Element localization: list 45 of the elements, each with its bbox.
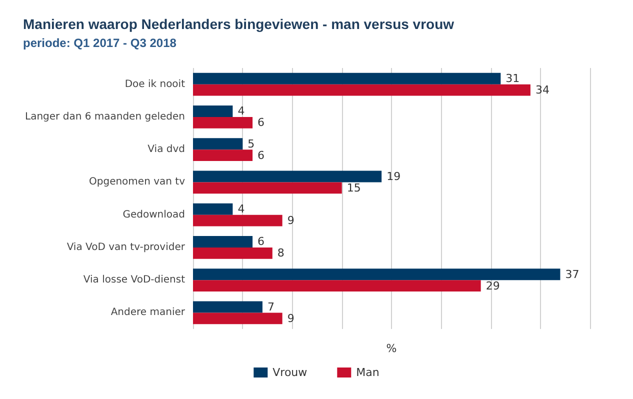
y-tick-label: Opgenomen van tv (89, 176, 186, 188)
bar (193, 84, 530, 96)
data-label: 6 (258, 116, 265, 130)
bar (193, 214, 282, 226)
y-tick-label: Via losse VoD-dienst (83, 274, 186, 286)
y-tick-label: Doe ik nooit (124, 78, 186, 90)
legend-label: Vrouw (272, 366, 308, 379)
data-label: 7 (267, 300, 274, 314)
legend-label: Man (356, 366, 380, 379)
bar (193, 106, 233, 117)
data-label: 6 (258, 235, 265, 248)
bar (193, 268, 560, 280)
y-tick-label: Via dvd (148, 144, 185, 156)
bar (193, 116, 253, 128)
y-tick-label: Langer dan 6 maanden geleden (25, 111, 185, 122)
bar (193, 312, 282, 324)
bar (193, 280, 481, 292)
y-tick-label: Via VoD van tv-provider (66, 242, 186, 253)
data-label: 19 (386, 170, 401, 183)
data-label: 34 (535, 84, 550, 97)
data-label: 5 (248, 137, 255, 150)
bar (193, 150, 253, 161)
data-label: 4 (238, 104, 245, 118)
bar (193, 72, 501, 84)
data-label: 37 (565, 268, 580, 281)
chart-title: Manieren waarop Nederlanders bingeviewen - man versus vrouw (23, 16, 454, 32)
bar (193, 203, 233, 215)
bar (193, 182, 342, 194)
data-label: 8 (277, 246, 284, 260)
bar (193, 236, 253, 248)
data-label: 31 (506, 72, 520, 86)
data-label: 9 (287, 312, 294, 325)
data-label: 6 (258, 148, 265, 162)
data-label: 29 (486, 279, 500, 292)
y-tick-label: Andere manier (110, 307, 186, 318)
bar (193, 247, 272, 259)
bar (193, 170, 382, 182)
data-label: 4 (238, 202, 245, 216)
data-label: 15 (346, 181, 361, 194)
y-tick-label: Gedownload (122, 209, 185, 220)
data-label: 9 (287, 214, 294, 228)
bar (193, 301, 262, 313)
bar (193, 138, 243, 150)
x-axis-title: % (386, 342, 397, 355)
chart-subtitle: periode: Q1 2017 - Q3 2018 (23, 36, 177, 50)
